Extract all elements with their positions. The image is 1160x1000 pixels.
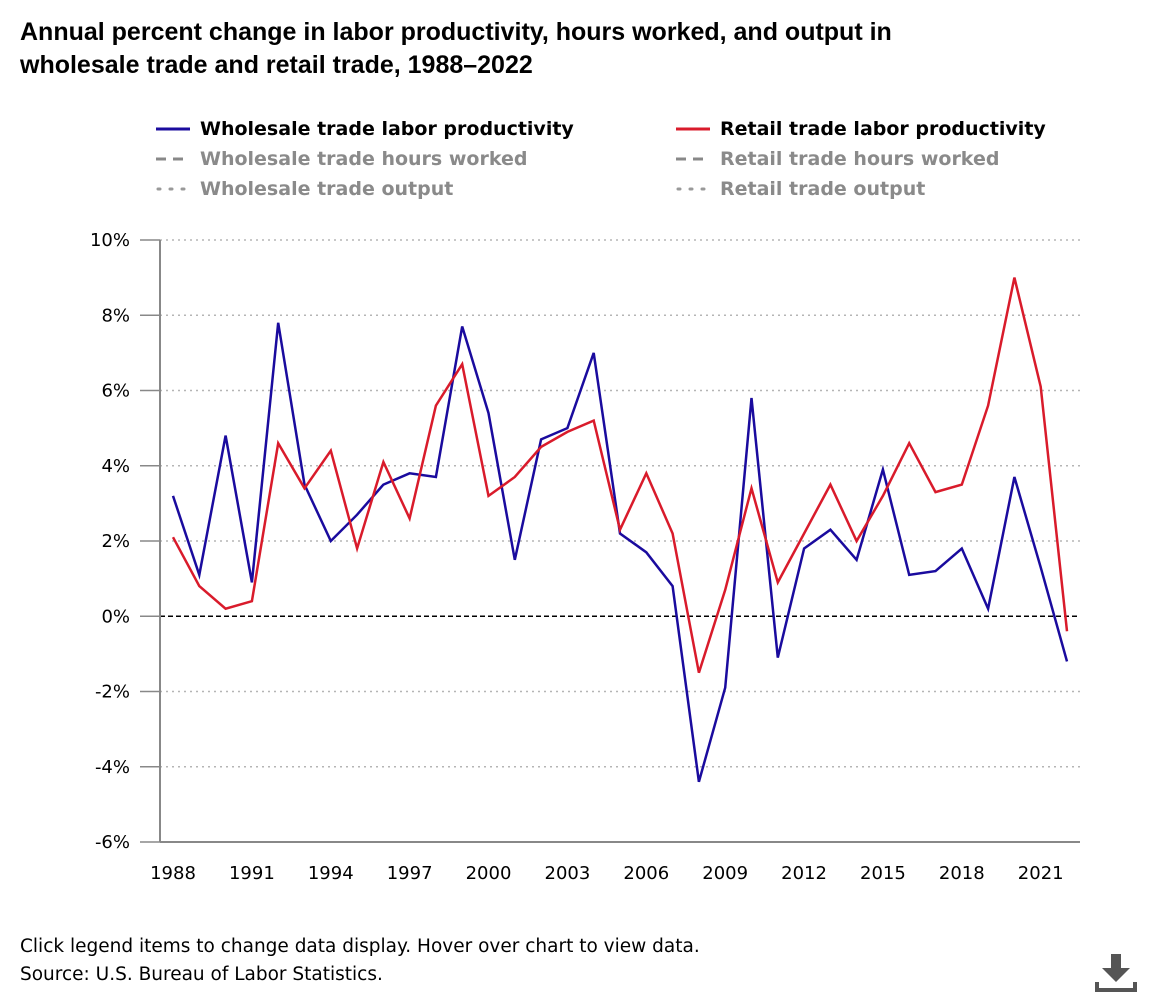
x-tick-label: 2003 <box>545 863 591 884</box>
y-tick-label: 0% <box>101 606 130 627</box>
legend-wholesale-productivity[interactable]: Wholesale trade labor productivity <box>156 118 574 140</box>
chart-title: Annual percent change in labor productiv… <box>20 16 1120 82</box>
y-tick-label: -4% <box>95 757 130 778</box>
y-tick-label: -6% <box>95 832 130 853</box>
x-tick-label: 1988 <box>150 863 196 884</box>
y-tick-label: 10% <box>90 230 130 251</box>
legend-retail-output[interactable]: Retail trade output <box>676 178 925 200</box>
legend-retail-hours[interactable]: Retail trade hours worked <box>676 148 999 170</box>
x-tick-label: 2000 <box>466 863 512 884</box>
series-lines <box>171 277 1069 783</box>
title-line-1: Annual percent change in labor productiv… <box>20 18 892 46</box>
legend-line-dashed <box>156 157 190 161</box>
legend-wholesale-hours[interactable]: Wholesale trade hours worked <box>156 148 527 170</box>
legend-line-dotted <box>676 187 710 191</box>
legend-line-solid-red <box>676 127 710 131</box>
chart-instructions: Click legend items to change data displa… <box>20 936 700 957</box>
series-line-retail-productivity <box>171 277 1069 674</box>
y-tick-label: 4% <box>101 456 130 477</box>
y-axis-ticks: 10% 8% 6% 4% 2% 0% -2% -4% -6% <box>90 230 160 853</box>
legend-label: Retail trade output <box>720 178 926 200</box>
download-icon[interactable] <box>1094 952 1138 996</box>
x-tick-label: 2009 <box>702 863 748 884</box>
x-tick-label: 1997 <box>387 863 433 884</box>
x-tick-label: 1994 <box>308 863 354 884</box>
legend-label: Wholesale trade output <box>200 178 454 200</box>
x-tick-label: 2021 <box>1018 863 1064 884</box>
legend-label: Retail trade labor productivity <box>720 118 1046 140</box>
legend-retail-productivity[interactable]: Retail trade labor productivity <box>676 118 1046 140</box>
legend-label: Retail trade hours worked <box>720 148 1000 170</box>
y-tick-label: 8% <box>101 305 130 326</box>
chart-source: Source: U.S. Bureau of Labor Statistics. <box>20 964 383 985</box>
legend-label: Wholesale trade labor productivity <box>200 118 574 140</box>
y-tick-label: 2% <box>101 531 130 552</box>
y-tick-label: -2% <box>95 682 130 703</box>
gridlines <box>160 239 1080 768</box>
legend-line-dotted <box>156 187 190 191</box>
x-tick-label: 2012 <box>781 863 827 884</box>
x-tick-label: 1991 <box>229 863 275 884</box>
x-tick-label: 2006 <box>623 863 669 884</box>
x-tick-label: 2015 <box>860 863 906 884</box>
title-line-2: wholesale trade and retail trade, 1988–2… <box>20 51 533 79</box>
legend-wholesale-output[interactable]: Wholesale trade output <box>156 178 453 200</box>
legend-line-solid-blue <box>156 127 190 131</box>
legend-label: Wholesale trade hours worked <box>200 148 528 170</box>
series-line-wholesale-productivity <box>171 322 1069 783</box>
y-tick-label: 6% <box>101 381 130 402</box>
legend-line-dashed <box>676 157 710 161</box>
x-axis-ticks: 1988 1991 1994 1997 2000 2003 2006 2009 2012 2015… <box>150 863 1064 884</box>
x-tick-label: 2018 <box>939 863 985 884</box>
